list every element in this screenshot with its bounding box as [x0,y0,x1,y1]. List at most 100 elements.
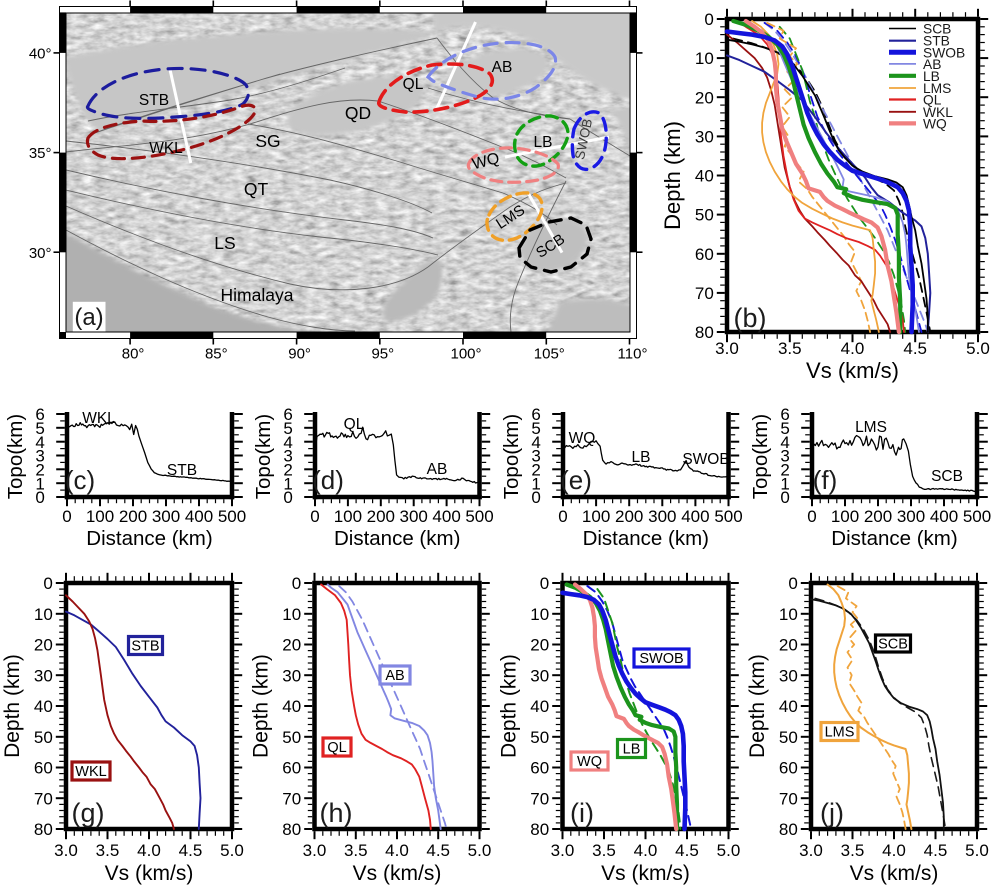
svg-text:SCB: SCB [923,22,951,37]
svg-text:0: 0 [310,507,319,526]
svg-text:0: 0 [62,507,71,526]
svg-text:Vs (km/s): Vs (km/s) [353,862,442,885]
svg-text:Topo(km): Topo(km) [4,414,27,499]
svg-text:40°: 40° [29,45,52,62]
svg-text:5.0: 5.0 [965,841,989,860]
svg-text:1: 1 [780,474,789,493]
svg-text:3.0: 3.0 [799,841,823,860]
svg-text:LMS: LMS [855,419,887,436]
svg-text:50: 50 [779,728,798,747]
svg-text:35°: 35° [29,145,52,162]
svg-text:3: 3 [283,447,292,466]
svg-text:60: 60 [530,759,549,778]
svg-text:0: 0 [43,574,52,593]
svg-text:3.5: 3.5 [344,841,368,860]
svg-text:300: 300 [152,507,180,526]
svg-text:Vs (km/s): Vs (km/s) [105,862,194,885]
svg-text:QL: QL [327,740,346,756]
svg-text:3: 3 [35,447,44,466]
svg-text:SWOB: SWOB [923,45,965,60]
svg-text:6: 6 [780,405,789,424]
svg-text:4: 4 [531,433,540,452]
svg-text:Depth (km): Depth (km) [746,654,769,758]
svg-text:2: 2 [531,461,540,480]
svg-text:5: 5 [283,419,292,438]
svg-text:50: 50 [530,728,549,747]
svg-text:Topo(km): Topo(km) [252,414,275,499]
svg-text:4.5: 4.5 [426,841,450,860]
svg-text:50: 50 [34,728,53,747]
svg-text:1: 1 [531,474,540,493]
svg-text:0: 0 [780,488,789,507]
svg-text:95°: 95° [371,346,394,363]
svg-text:400: 400 [432,507,460,526]
svg-text:30: 30 [695,128,714,147]
svg-text:3.0: 3.0 [551,841,575,860]
svg-text:WQ: WQ [923,116,947,131]
svg-text:20: 20 [34,636,53,655]
svg-text:WKL: WKL [82,410,116,427]
svg-text:100: 100 [831,507,859,526]
svg-text:5.0: 5.0 [717,841,741,860]
svg-text:4: 4 [780,433,789,452]
svg-text:4: 4 [35,433,44,452]
svg-text:4.0: 4.0 [882,841,906,860]
svg-text:3: 3 [780,447,789,466]
svg-text:SCB: SCB [878,637,908,653]
svg-text:10: 10 [34,605,53,624]
svg-text:100: 100 [86,507,114,526]
svg-text:10: 10 [530,605,549,624]
svg-text:200: 200 [119,507,147,526]
svg-text:105°: 105° [534,346,565,363]
svg-text:4: 4 [283,433,292,452]
svg-text:LB: LB [534,134,553,151]
svg-text:LB: LB [923,69,940,84]
svg-text:4.5: 4.5 [903,339,927,358]
svg-text:WKL: WKL [923,105,953,120]
svg-text:500: 500 [714,507,742,526]
svg-text:80°: 80° [122,346,145,363]
svg-text:Distance (km): Distance (km) [86,527,212,550]
svg-text:60: 60 [779,759,798,778]
svg-text:100: 100 [334,507,362,526]
svg-text:100°: 100° [450,346,481,363]
svg-text:30: 30 [34,666,53,685]
svg-text:Depth (km): Depth (km) [1,654,24,758]
svg-text:(c): (c) [65,465,95,495]
svg-text:6: 6 [283,405,292,424]
svg-text:400: 400 [930,507,958,526]
svg-text:QL: QL [403,76,424,93]
svg-text:80: 80 [779,820,798,839]
svg-text:5: 5 [531,419,540,438]
svg-text:0: 0 [807,507,816,526]
svg-text:80: 80 [34,820,53,839]
svg-text:2: 2 [780,461,789,480]
svg-text:4.0: 4.0 [634,841,658,860]
svg-text:(a): (a) [74,304,103,331]
svg-text:85°: 85° [205,346,228,363]
svg-text:LB: LB [632,449,651,466]
svg-text:Distance (km): Distance (km) [831,527,957,550]
svg-text:(b): (b) [734,303,767,333]
svg-text:40: 40 [530,697,549,716]
svg-text:3.0: 3.0 [54,841,78,860]
svg-text:200: 200 [864,507,892,526]
svg-text:(g): (g) [72,798,105,828]
svg-text:50: 50 [282,728,301,747]
svg-text:30: 30 [282,666,301,685]
svg-text:4.5: 4.5 [179,841,203,860]
svg-text:80: 80 [530,820,549,839]
svg-text:LMS: LMS [923,81,951,96]
svg-text:3: 3 [531,447,540,466]
svg-text:4.5: 4.5 [675,841,699,860]
svg-text:Topo(km): Topo(km) [749,414,772,499]
svg-text:40: 40 [779,697,798,716]
svg-text:70: 70 [282,789,301,808]
svg-text:70: 70 [695,284,714,303]
svg-text:AB: AB [492,59,513,76]
svg-text:SG: SG [255,131,280,151]
svg-text:AB: AB [427,461,448,478]
svg-text:5.0: 5.0 [468,841,492,860]
svg-text:(d): (d) [312,465,344,495]
svg-text:WKL: WKL [75,764,106,780]
